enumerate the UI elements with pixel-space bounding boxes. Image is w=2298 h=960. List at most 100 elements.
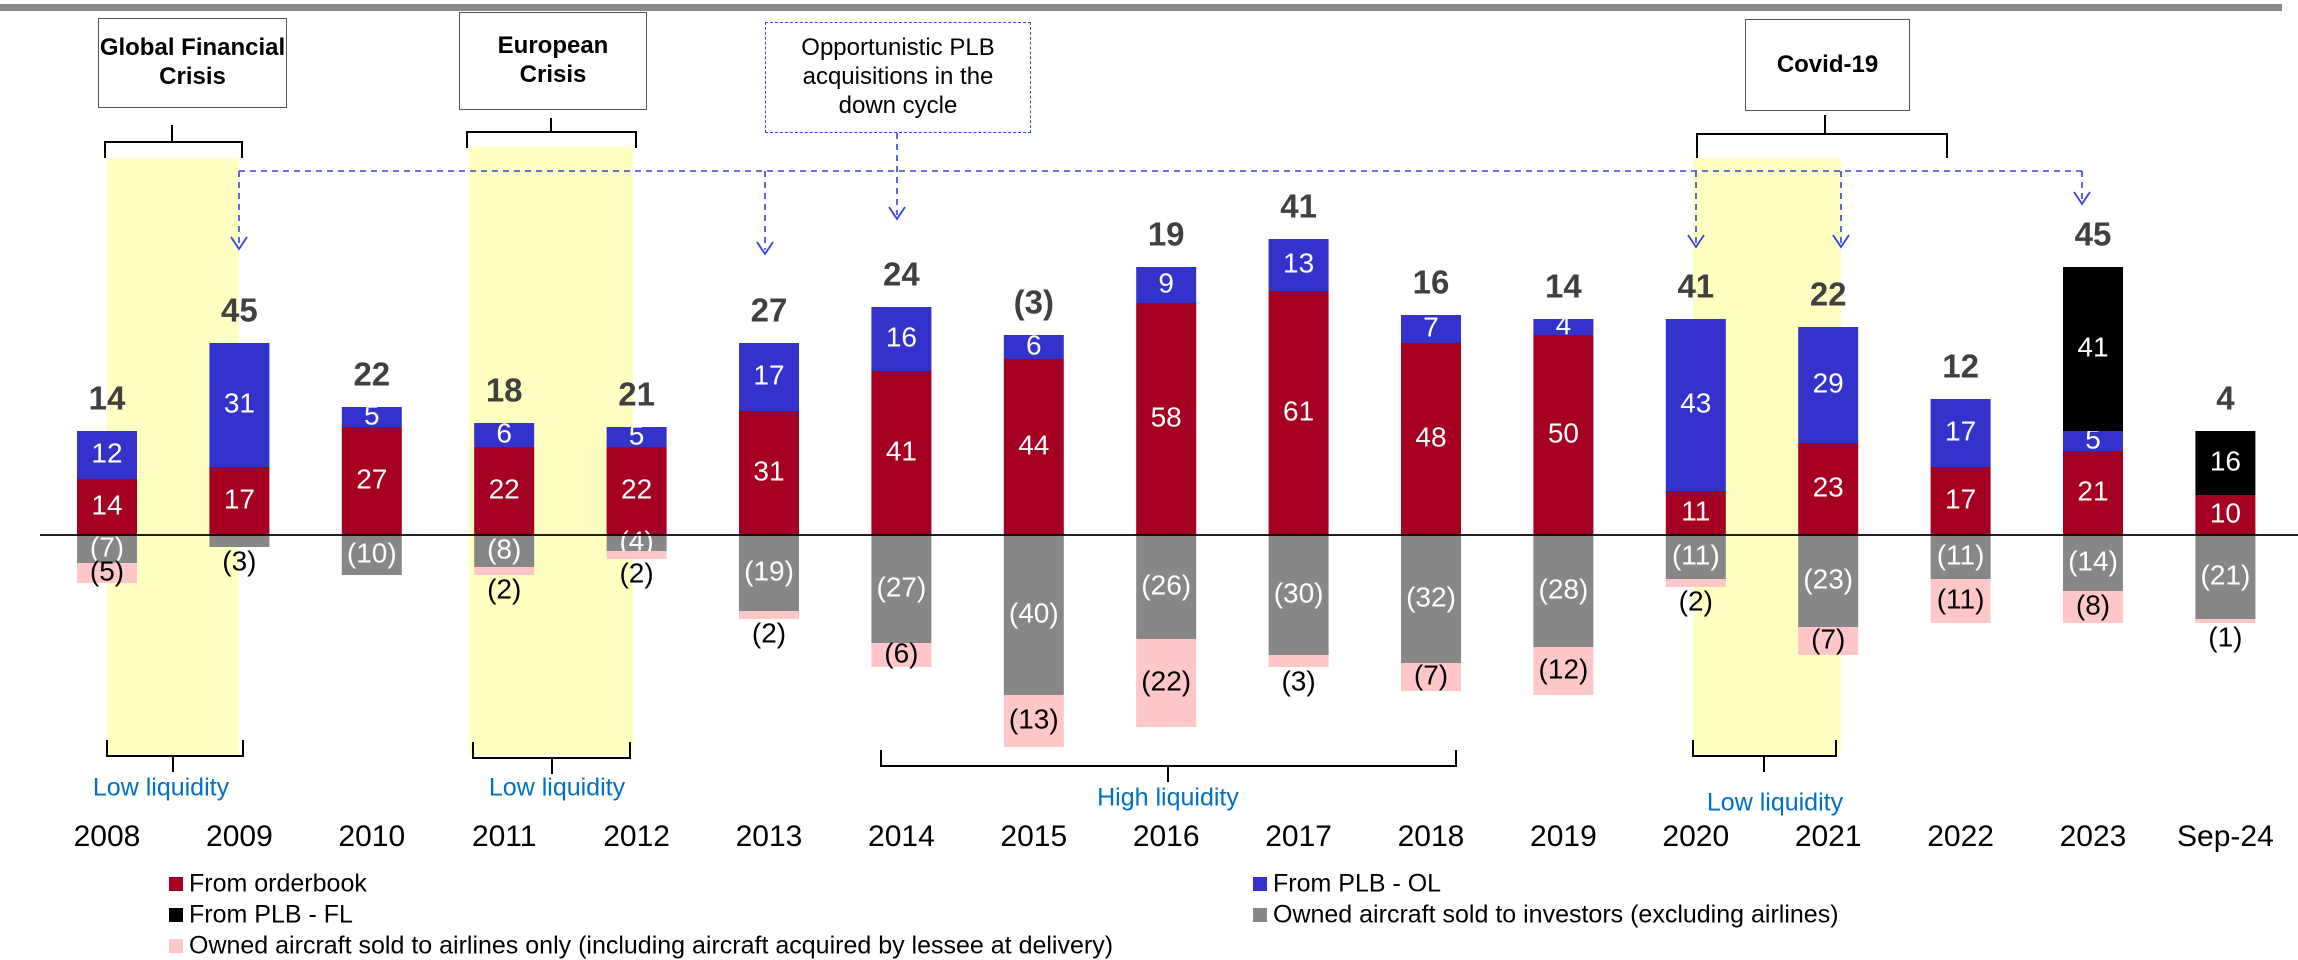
- liquidity-label: Low liquidity: [93, 774, 230, 802]
- data-label: 17: [224, 483, 255, 514]
- bar-segment: [474, 567, 535, 575]
- data-label: 7: [1423, 311, 1439, 342]
- data-label: 17: [1945, 483, 1976, 514]
- bar-segment: [474, 447, 535, 535]
- arrowheads: [230, 191, 2091, 256]
- x-tick-label: 2008: [74, 820, 141, 853]
- data-label: 6: [1026, 329, 1042, 360]
- bar-segment: [2195, 431, 2256, 495]
- bar-segment: [1268, 535, 1329, 655]
- bar-segment: [606, 447, 667, 535]
- data-label: (8): [2076, 589, 2110, 620]
- bar-segment: [871, 371, 932, 535]
- data-label: 58: [1151, 401, 1182, 432]
- bar-segment: [1533, 535, 1594, 647]
- legend-label: From PLB - FL: [189, 901, 353, 929]
- bar-segment: [1003, 535, 1064, 695]
- data-label: 16: [2210, 445, 2241, 476]
- total-label: 41: [1677, 268, 1714, 305]
- bar-segment: [1798, 627, 1859, 655]
- data-label: 5: [629, 419, 645, 450]
- bar-segment: [606, 427, 667, 447]
- data-label: 14: [91, 489, 122, 520]
- data-label: (2): [487, 573, 521, 604]
- data-label: (19): [744, 555, 794, 586]
- x-tick-label: 2020: [1662, 820, 1729, 853]
- bar-segment: [341, 427, 402, 535]
- bar-segment: [871, 535, 932, 643]
- total-label: 22: [1810, 276, 1847, 313]
- bar-segment: [1665, 319, 1726, 491]
- bar-segment: [77, 563, 137, 583]
- data-label: 22: [621, 473, 652, 504]
- bar-segment: [739, 411, 799, 535]
- bar-segment: [1930, 535, 1991, 579]
- bar-segment: [1136, 535, 1197, 639]
- data-label: 44: [1018, 429, 1049, 460]
- bar-segment: [341, 535, 402, 575]
- bar-segment: [2195, 535, 2256, 619]
- total-label: 22: [353, 356, 390, 393]
- data-label: 50: [1548, 417, 1579, 448]
- bar-segment: [209, 343, 270, 467]
- x-tick-label: 2023: [2060, 820, 2127, 853]
- liquidity-label: Low liquidity: [1707, 789, 1844, 817]
- data-label: (22): [1141, 665, 1191, 696]
- data-label: (6): [884, 637, 918, 668]
- bar-segment: [1533, 335, 1594, 535]
- bar-segment: [1268, 239, 1329, 291]
- data-label: 29: [1813, 367, 1844, 398]
- data-label: (5): [90, 555, 124, 586]
- bar-segment: [1401, 315, 1461, 343]
- legend-label: From PLB - OL: [1273, 870, 1441, 898]
- data-label: 5: [364, 399, 380, 430]
- data-label: (11): [1672, 539, 1720, 570]
- total-label: 14: [1545, 268, 1582, 305]
- total-label: 45: [221, 292, 258, 329]
- bar-segment: [1533, 319, 1594, 335]
- data-label: (28): [1539, 573, 1589, 604]
- data-label: 12: [91, 437, 122, 468]
- total-label: 16: [1413, 264, 1450, 301]
- total-label: 27: [751, 292, 788, 329]
- bar-segment: [1003, 695, 1064, 747]
- x-tick-label: 2011: [472, 820, 537, 853]
- top-rule: [0, 4, 2282, 11]
- x-tick-label: 2009: [206, 820, 273, 853]
- data-label: 21: [2077, 475, 2108, 506]
- legend-swatch: [1253, 877, 1267, 891]
- bar-segment: [474, 423, 535, 447]
- bar-segment: [1930, 399, 1991, 467]
- x-tick-label: 2019: [1530, 820, 1597, 853]
- data-label: (14): [2068, 545, 2118, 576]
- data-label: (11): [1937, 539, 1985, 570]
- data-label: 31: [224, 387, 255, 418]
- data-label: 16: [886, 321, 917, 352]
- bar-segment: [341, 407, 402, 427]
- bar-segment: [2063, 267, 2123, 431]
- data-label: 48: [1415, 421, 1446, 452]
- data-label: (1): [2208, 621, 2242, 652]
- data-label: 10: [2210, 497, 2241, 528]
- x-tick-label: 2016: [1133, 820, 1200, 853]
- arrows: [238, 133, 2083, 250]
- total-label: (3): [1014, 284, 1054, 321]
- data-label: (3): [1281, 665, 1315, 696]
- total-label: 41: [1280, 188, 1317, 225]
- bar-segment: [1798, 327, 1859, 443]
- data-label: 22: [489, 473, 520, 504]
- data-label: 31: [753, 455, 784, 486]
- data-label: (2): [752, 617, 786, 648]
- data-label: 43: [1680, 387, 1711, 418]
- annotation-box: Opportunistic PLB acquisitions in the do…: [765, 22, 1031, 133]
- legend-swatch: [1253, 908, 1267, 922]
- x-tick-label: Sep-24: [2177, 820, 2274, 853]
- bar-segment: [1136, 267, 1197, 303]
- data-label: 11: [1681, 495, 1710, 526]
- bar-segment: [1798, 443, 1859, 535]
- bar-segment: [871, 643, 932, 667]
- data-label: 61: [1283, 395, 1314, 426]
- data-label: 5: [2085, 423, 2101, 454]
- legend-swatch: [169, 908, 183, 922]
